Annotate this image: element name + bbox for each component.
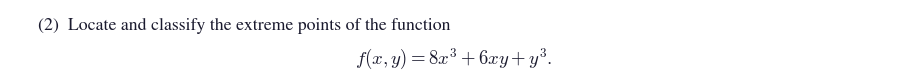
Text: $f(x, y) = 8x^3 + 6xy + y^3.$: $f(x, y) = 8x^3 + 6xy + y^3.$: [355, 47, 552, 72]
Text: (2)  Locate and classify the extreme points of the function: (2) Locate and classify the extreme poin…: [38, 18, 451, 34]
